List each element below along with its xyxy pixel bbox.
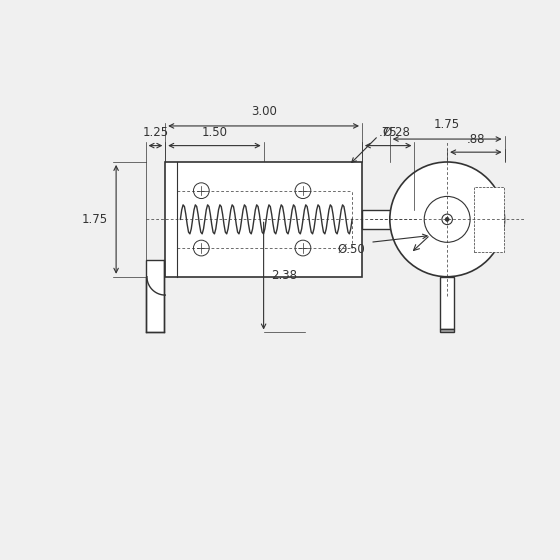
Bar bbox=[146, 259, 164, 333]
Circle shape bbox=[295, 240, 311, 256]
Circle shape bbox=[445, 217, 449, 221]
Circle shape bbox=[390, 162, 505, 277]
Bar bbox=[474, 186, 504, 252]
Text: .88: .88 bbox=[466, 133, 485, 146]
Text: 1.50: 1.50 bbox=[202, 126, 227, 139]
Bar bbox=[362, 210, 418, 228]
Circle shape bbox=[193, 240, 209, 256]
Text: 1.25: 1.25 bbox=[142, 126, 169, 139]
Circle shape bbox=[442, 214, 452, 225]
Bar bbox=[440, 329, 454, 333]
Text: 1.75: 1.75 bbox=[82, 213, 108, 226]
Text: 1.75: 1.75 bbox=[434, 118, 460, 131]
Bar bbox=[440, 277, 454, 329]
Text: .75: .75 bbox=[379, 126, 398, 139]
Circle shape bbox=[193, 183, 209, 199]
Bar bbox=[165, 162, 362, 277]
Circle shape bbox=[295, 183, 311, 199]
Text: Ø.28: Ø.28 bbox=[382, 126, 410, 139]
Text: 3.00: 3.00 bbox=[251, 105, 277, 118]
Text: Ø.50: Ø.50 bbox=[337, 242, 365, 255]
Text: 2.38: 2.38 bbox=[272, 269, 297, 282]
Bar bbox=[414, 210, 418, 228]
Circle shape bbox=[424, 197, 470, 242]
